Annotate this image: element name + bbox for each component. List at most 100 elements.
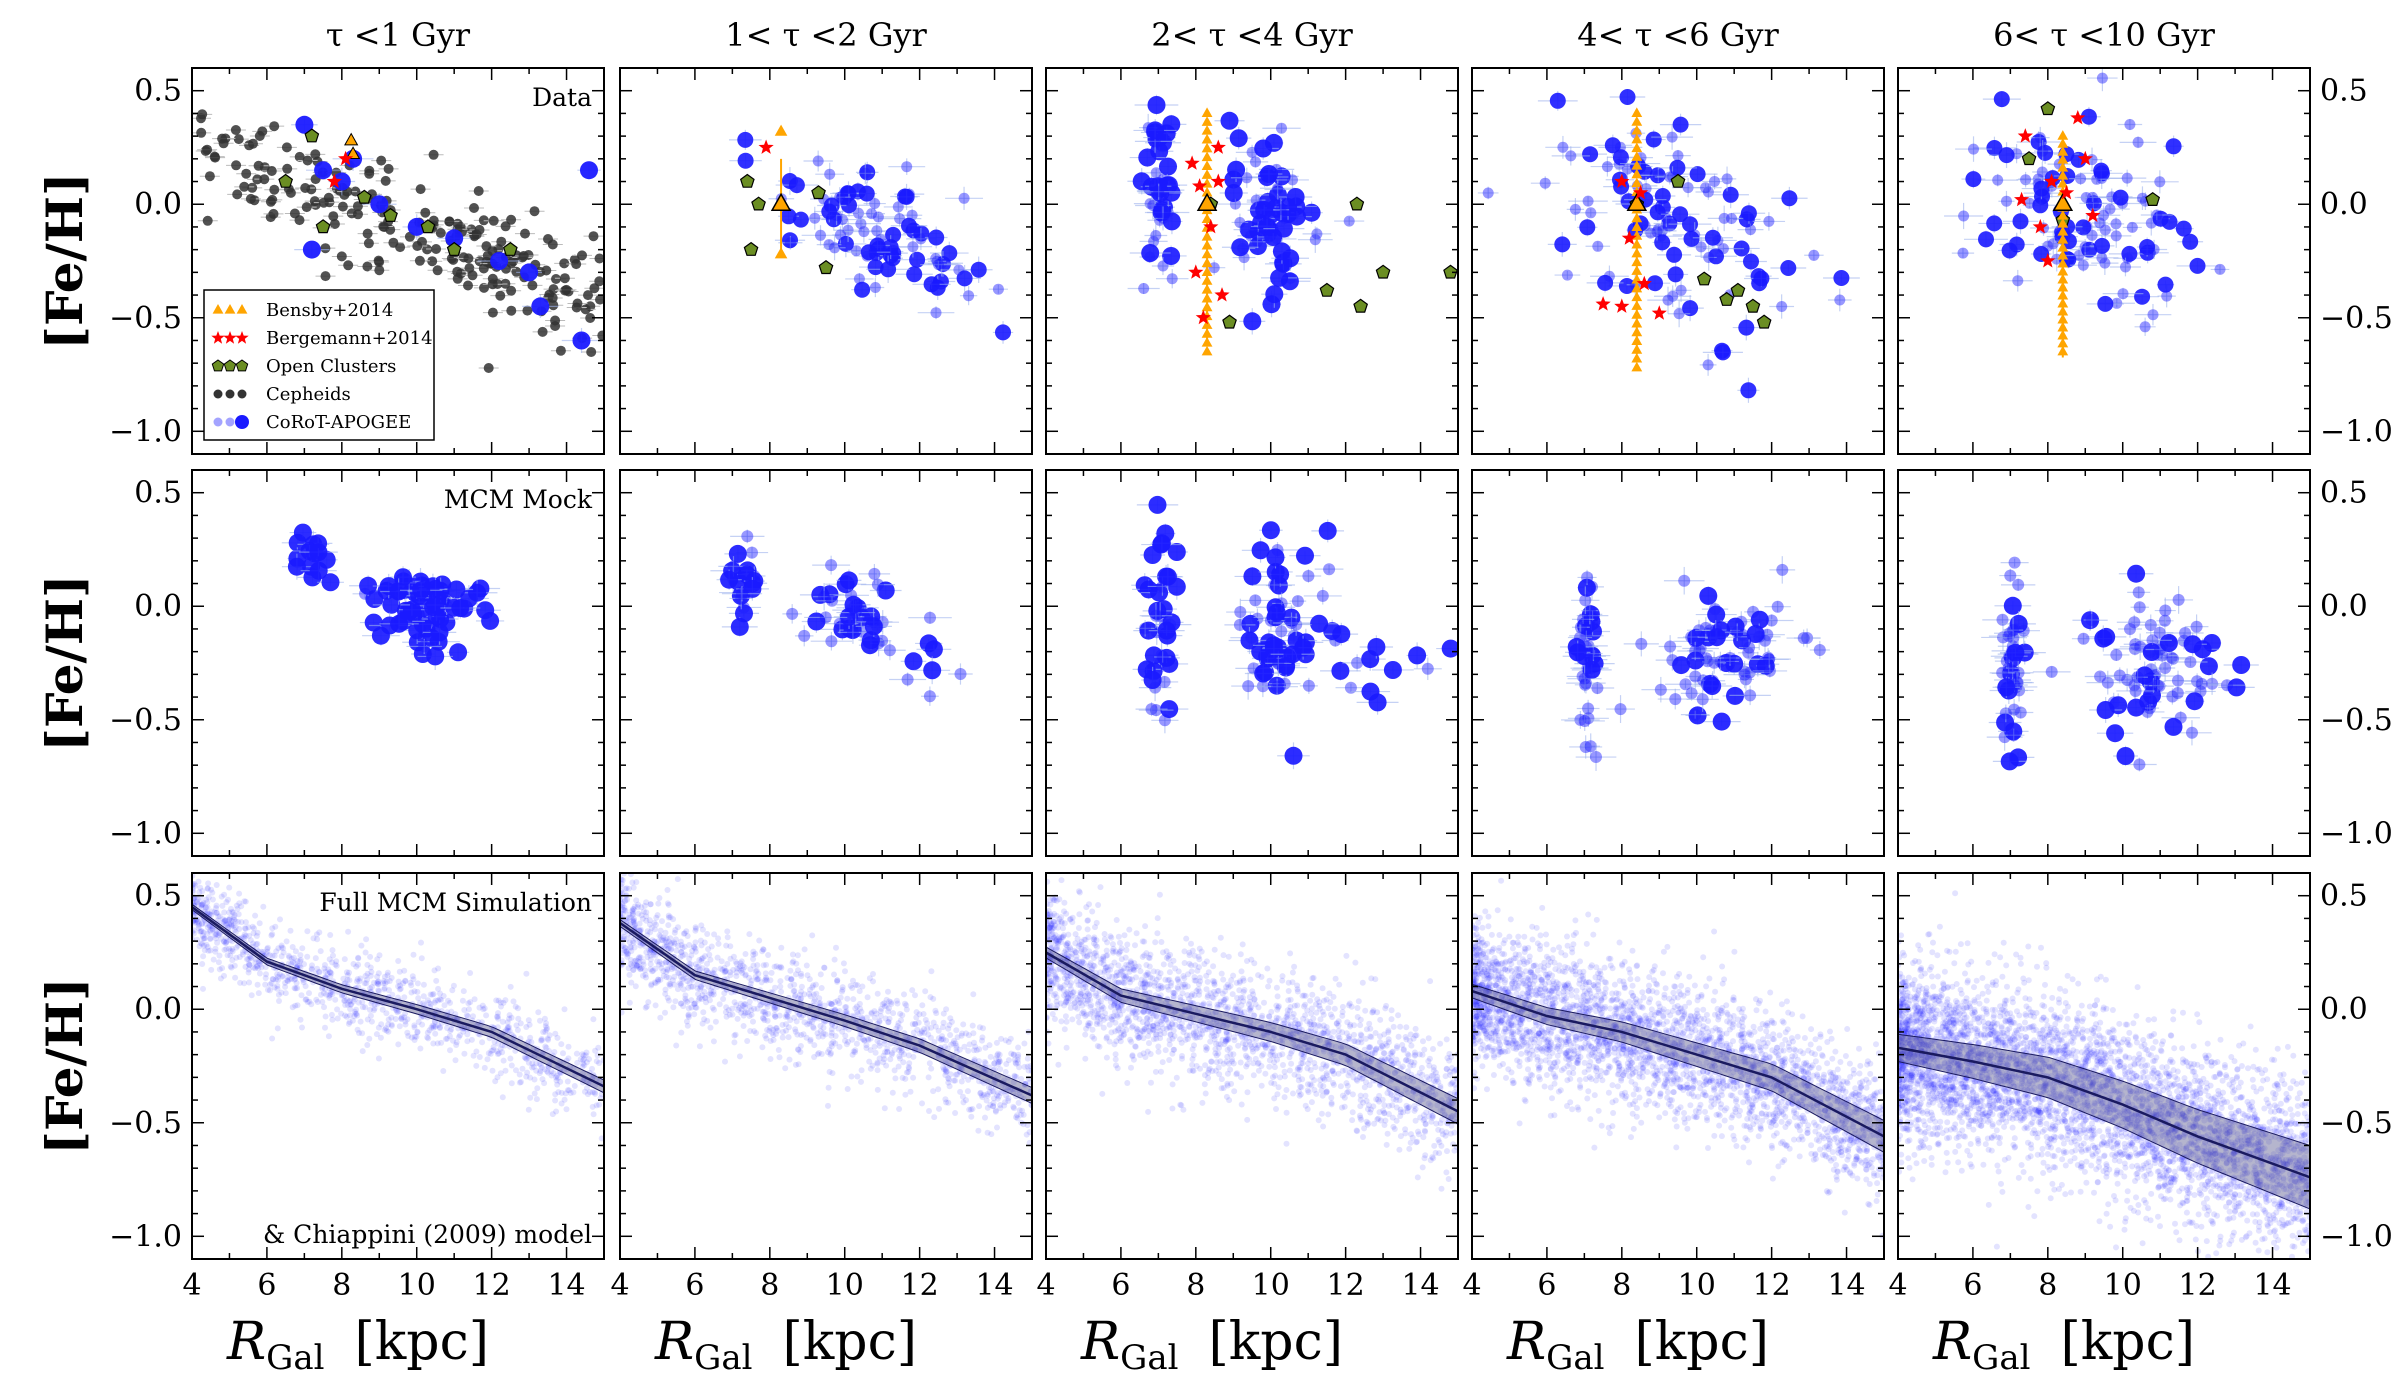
simulation-point — [396, 1023, 403, 1030]
simulation-point — [400, 980, 407, 987]
simulation-point — [366, 1035, 373, 1042]
simulation-point — [383, 1010, 390, 1017]
mock-point — [825, 635, 838, 648]
simulation-point — [221, 938, 228, 945]
simulation-point — [382, 980, 389, 987]
corot-point — [1667, 266, 1684, 283]
simulation-point — [244, 949, 251, 956]
simulation-point — [316, 968, 322, 975]
simulation-point — [208, 908, 215, 915]
mock-point — [1744, 689, 1757, 702]
corot-point — [1162, 247, 1181, 265]
simulation-point — [342, 1012, 348, 1019]
simulation-point — [223, 899, 230, 906]
mock-point — [2184, 656, 2197, 668]
x-axis-label: RGal [kpc] — [1506, 1312, 1769, 1378]
bensby-point — [2057, 154, 2069, 164]
simulation-point — [241, 980, 248, 987]
simulation-point — [567, 1090, 574, 1096]
simulation-point — [473, 1062, 480, 1069]
bensby-point — [2057, 138, 2069, 148]
simulation-point — [516, 1071, 523, 1078]
simulation-point — [419, 1021, 426, 1028]
mock-point — [2133, 601, 2146, 614]
cepheid-point — [320, 243, 331, 254]
simulation-point — [193, 899, 200, 906]
simulation-point — [481, 1005, 488, 1012]
simulation-point — [253, 963, 260, 970]
simulation-point — [505, 1027, 511, 1034]
cepheid-point — [376, 155, 387, 166]
simulation-point — [322, 1013, 329, 1020]
simulation-point — [426, 1027, 433, 1034]
cepheid-point — [487, 307, 498, 318]
simulation-point — [590, 1111, 597, 1118]
simulation-point — [197, 884, 204, 891]
simulation-point — [565, 1043, 572, 1050]
simulation-point — [488, 1047, 495, 1054]
panel-axes — [1045, 67, 1459, 455]
simulation-point — [254, 962, 261, 969]
simulation-point — [431, 967, 438, 974]
simulation-point — [424, 997, 431, 1004]
simulation-point — [329, 947, 336, 954]
mock-point — [1689, 645, 1702, 657]
mock-point — [1999, 707, 2012, 720]
cepheid-point — [583, 290, 593, 301]
open-cluster-point — [446, 241, 462, 256]
simulation-point — [265, 986, 271, 993]
simulation-point — [245, 966, 252, 973]
bergemann-point — [338, 150, 354, 166]
legend-marker — [211, 331, 225, 344]
mock-point — [389, 582, 408, 601]
mock-point — [2127, 564, 2146, 583]
simulation-point — [204, 924, 211, 931]
simulation-point — [273, 948, 280, 955]
simulation-point — [447, 1027, 454, 1034]
y-axis-label: [Fe/H] — [35, 977, 94, 1154]
simulation-point — [537, 1037, 544, 1044]
simulation-point — [479, 1039, 486, 1046]
mock-point — [1240, 631, 1259, 650]
simulation-point — [199, 932, 206, 939]
corot-point — [1682, 182, 1694, 194]
corot-point — [915, 233, 927, 245]
simulation-point — [286, 976, 293, 983]
simulation-point — [214, 939, 221, 946]
simulation-point — [549, 1111, 556, 1118]
simulation-point — [219, 902, 226, 909]
mock-point — [412, 581, 431, 600]
open-cluster-point — [304, 128, 320, 143]
simulation-point — [325, 966, 332, 973]
cepheid-point — [337, 201, 348, 212]
simulation-point — [353, 1006, 359, 1013]
mock-point — [1586, 609, 1599, 622]
mock-point — [2190, 620, 2203, 633]
mock-point — [2167, 652, 2179, 665]
bensby-point — [1631, 160, 1643, 170]
simulation-point — [397, 982, 403, 989]
simulation-point — [430, 1024, 437, 1031]
open-cluster-point — [1719, 291, 1735, 306]
mock-point — [1582, 612, 1601, 631]
mock-point — [1267, 603, 1286, 622]
simulation-point — [489, 1067, 496, 1074]
mock-point — [402, 600, 421, 619]
simulation-point — [593, 1102, 600, 1109]
simulation-point — [538, 1064, 545, 1071]
open-cluster-point — [1222, 314, 1237, 329]
simulation-point — [344, 972, 351, 979]
mock-point — [1323, 563, 1336, 576]
simulation-point — [199, 961, 206, 967]
simulation-point — [586, 1056, 592, 1063]
mock-point — [468, 583, 487, 602]
simulation-point — [314, 965, 321, 972]
mock-point — [1996, 713, 2015, 732]
mock-point — [2096, 701, 2115, 719]
simulation-point — [493, 1013, 500, 1020]
corot-point — [2037, 144, 2054, 161]
simulation-point — [255, 990, 262, 997]
simulation-point — [420, 981, 427, 988]
simulation-point — [260, 903, 267, 910]
simulation-point — [291, 960, 298, 967]
